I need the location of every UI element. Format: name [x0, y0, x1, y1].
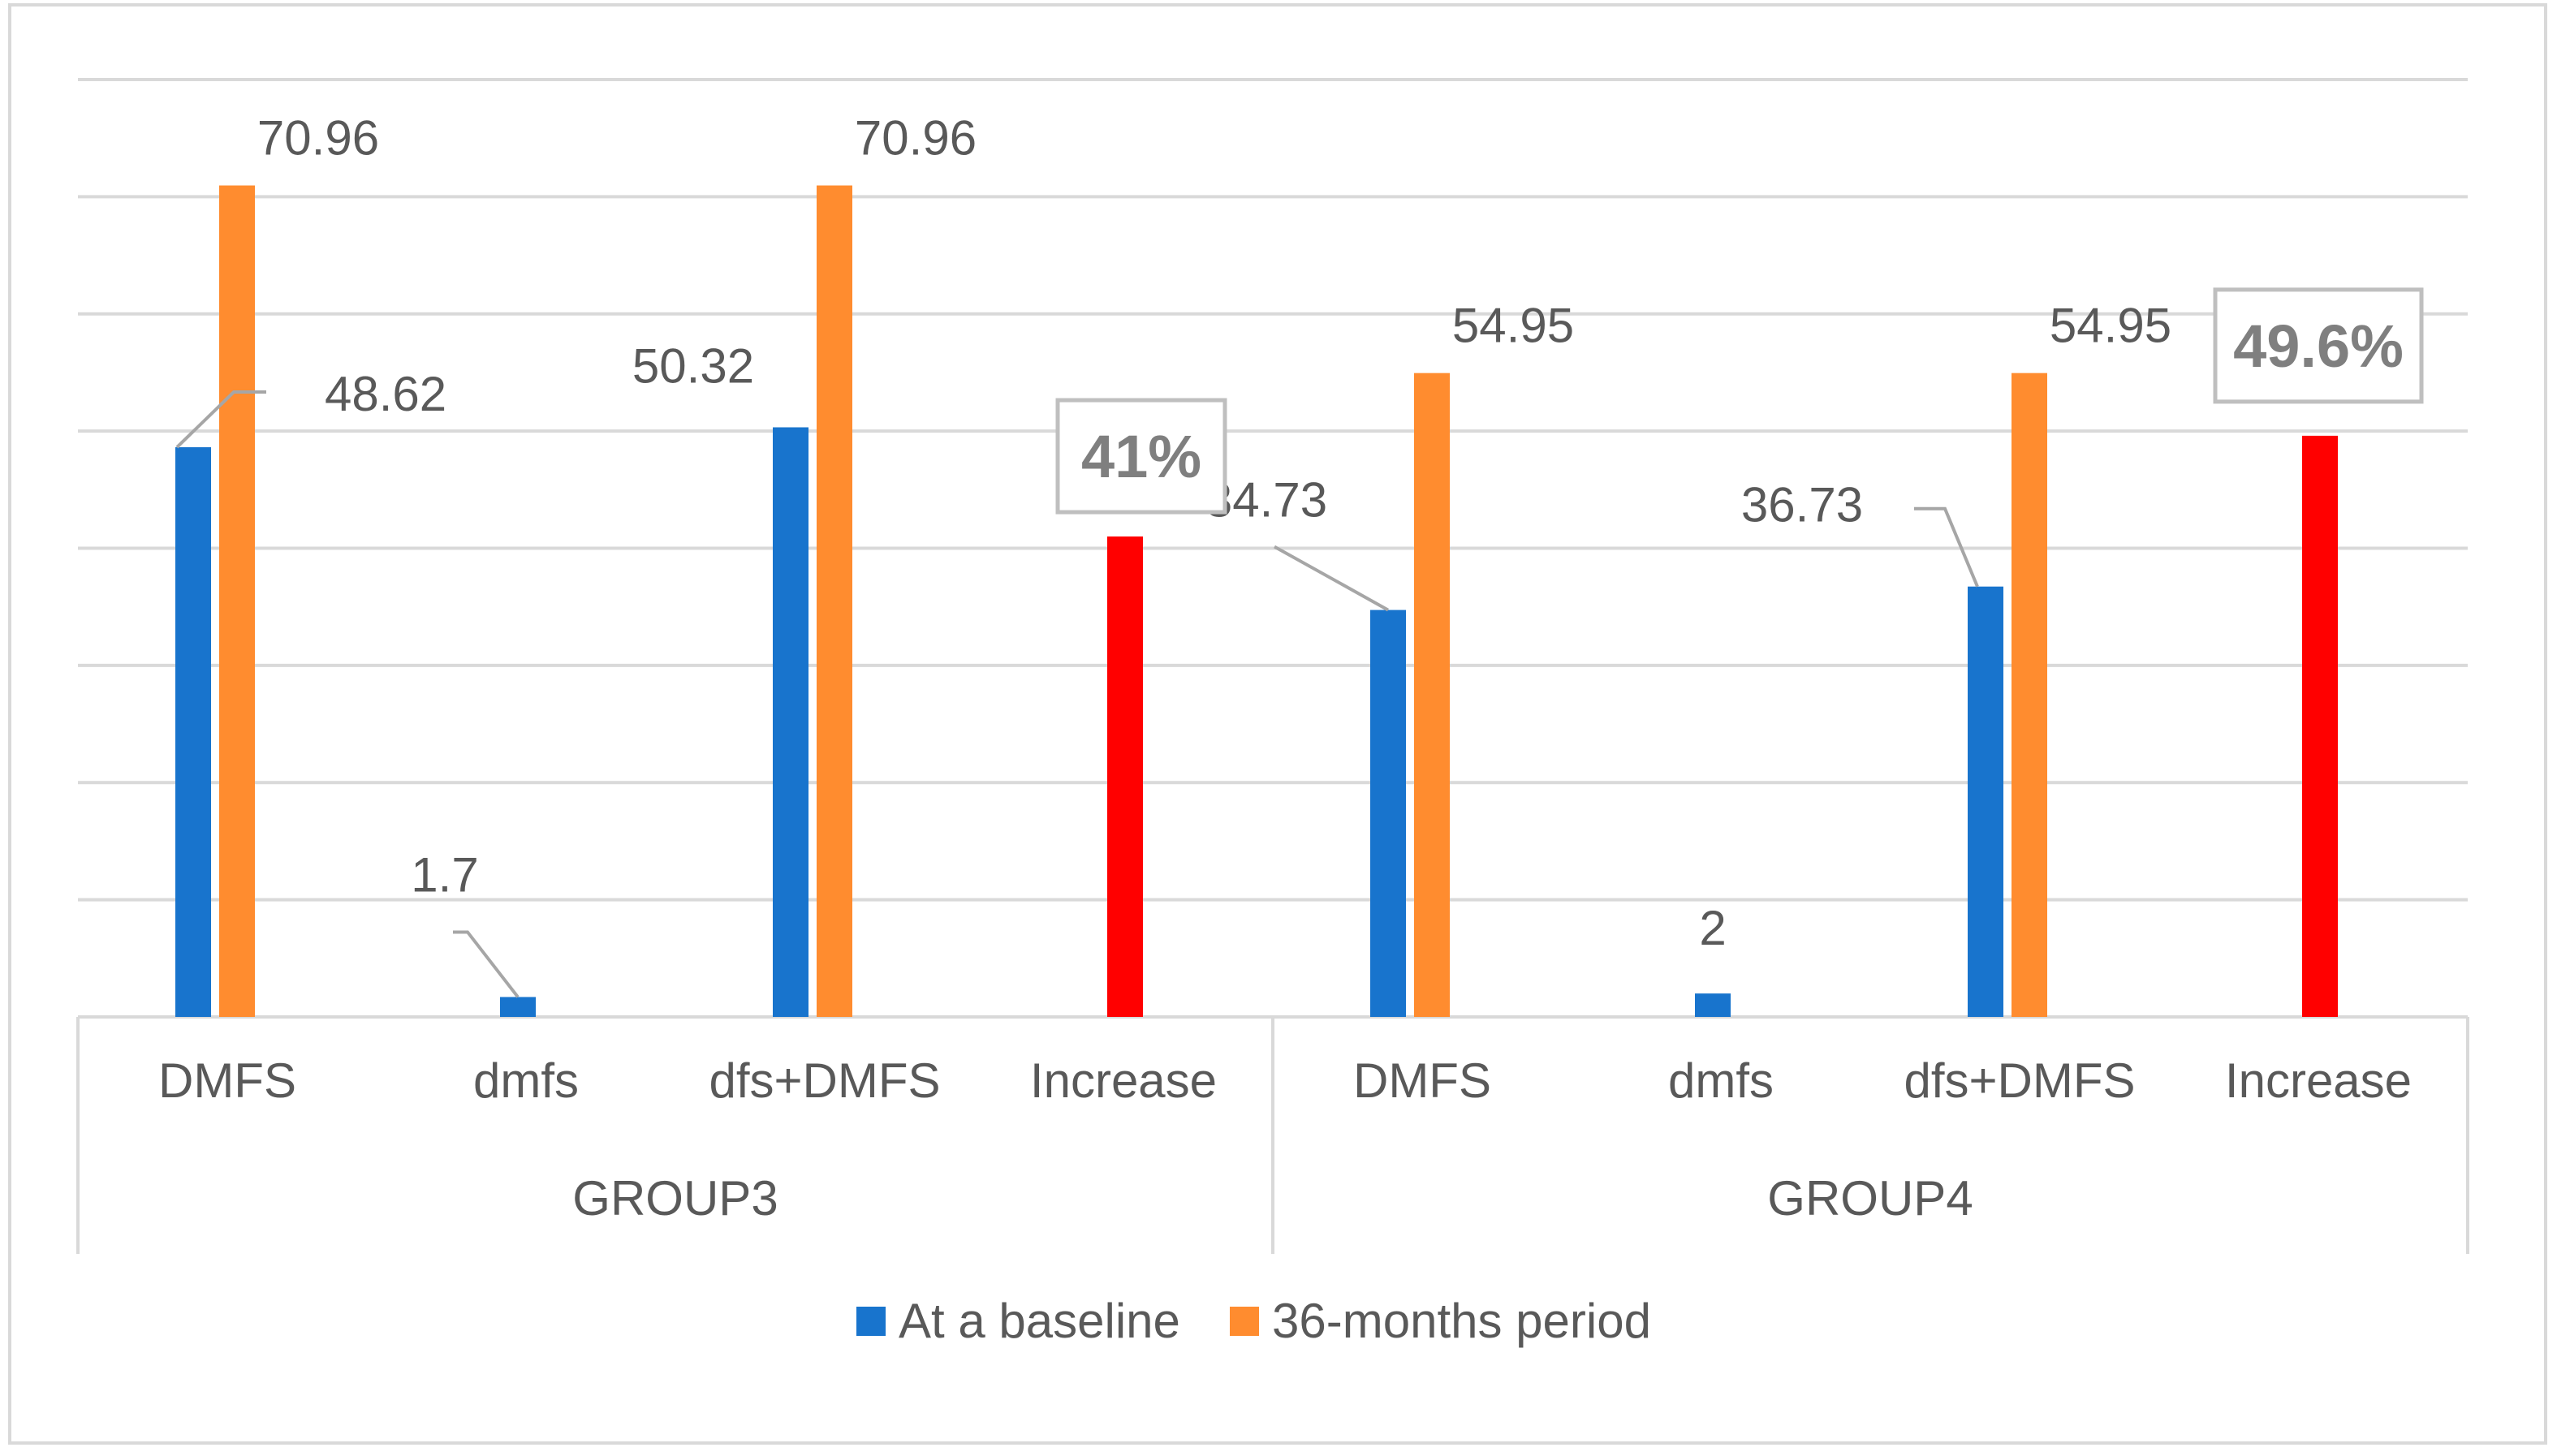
data-label-36-months: 54.95: [1452, 299, 1574, 353]
bar-baseline: [1968, 586, 2003, 1017]
leader-line: [1274, 545, 1389, 612]
data-label-baseline: 1.7: [411, 847, 478, 902]
data-label-36-months: 70.96: [257, 111, 379, 166]
legend: At a baseline 36-months period: [856, 1294, 1651, 1348]
data-label-baseline: 2: [1699, 901, 1726, 955]
data-label-baseline: 50.32: [632, 339, 754, 394]
category-label: Increase: [2225, 1053, 2412, 1108]
data-label-baseline: 48.62: [325, 367, 446, 421]
increase-label-box: [2213, 287, 2424, 404]
category-label: dfs+DMFS: [709, 1053, 940, 1108]
leader-line: [175, 390, 266, 449]
chart-border: [8, 3, 2547, 1445]
data-label-36-months: 70.96: [855, 111, 977, 166]
bar-baseline: [1370, 610, 1406, 1017]
bars: [175, 185, 2338, 1017]
category-label: DMFS: [1353, 1053, 1491, 1108]
legend-label: 36-months period: [1272, 1294, 1651, 1348]
legend-swatch: [1230, 1307, 1259, 1336]
legend-swatch: [856, 1307, 886, 1336]
group-label: GROUP3: [572, 1171, 778, 1226]
bar-increase: [1107, 536, 1143, 1017]
category-label: DMFS: [158, 1053, 296, 1108]
bar-36-months: [1414, 373, 1450, 1017]
data-label-36-months: 54.95: [2050, 299, 2171, 353]
leader-line: [1914, 506, 1979, 588]
bar-baseline: [500, 997, 536, 1017]
leader-line: [453, 930, 520, 998]
data-label-increase: 49.6%: [2233, 312, 2404, 380]
bar-increase: [2302, 435, 2338, 1017]
data-label-baseline: 36.73: [1741, 478, 1863, 532]
category-label: Increase: [1030, 1053, 1217, 1108]
group-label: GROUP4: [1767, 1171, 1973, 1226]
category-label: dfs+DMFS: [1904, 1053, 2135, 1108]
bar-36-months: [2012, 373, 2047, 1017]
bar-36-months: [817, 185, 852, 1017]
gridlines: [78, 78, 2468, 902]
bar-baseline: [1695, 993, 1731, 1017]
bar-baseline: [175, 447, 211, 1017]
x-axis: DMFS dmfs dfs+DMFS Increase DMFS dmfs dfs+DMFS…: [76, 1015, 2469, 1254]
category-label: dmfs: [473, 1053, 579, 1108]
bar-36-months: [219, 185, 255, 1017]
category-label: dmfs: [1668, 1053, 1774, 1108]
increase-label-box: [1055, 398, 1227, 515]
legend-label: At a baseline: [899, 1294, 1180, 1348]
data-label-increase: 41%: [1081, 423, 1201, 490]
bar-baseline: [773, 427, 808, 1017]
